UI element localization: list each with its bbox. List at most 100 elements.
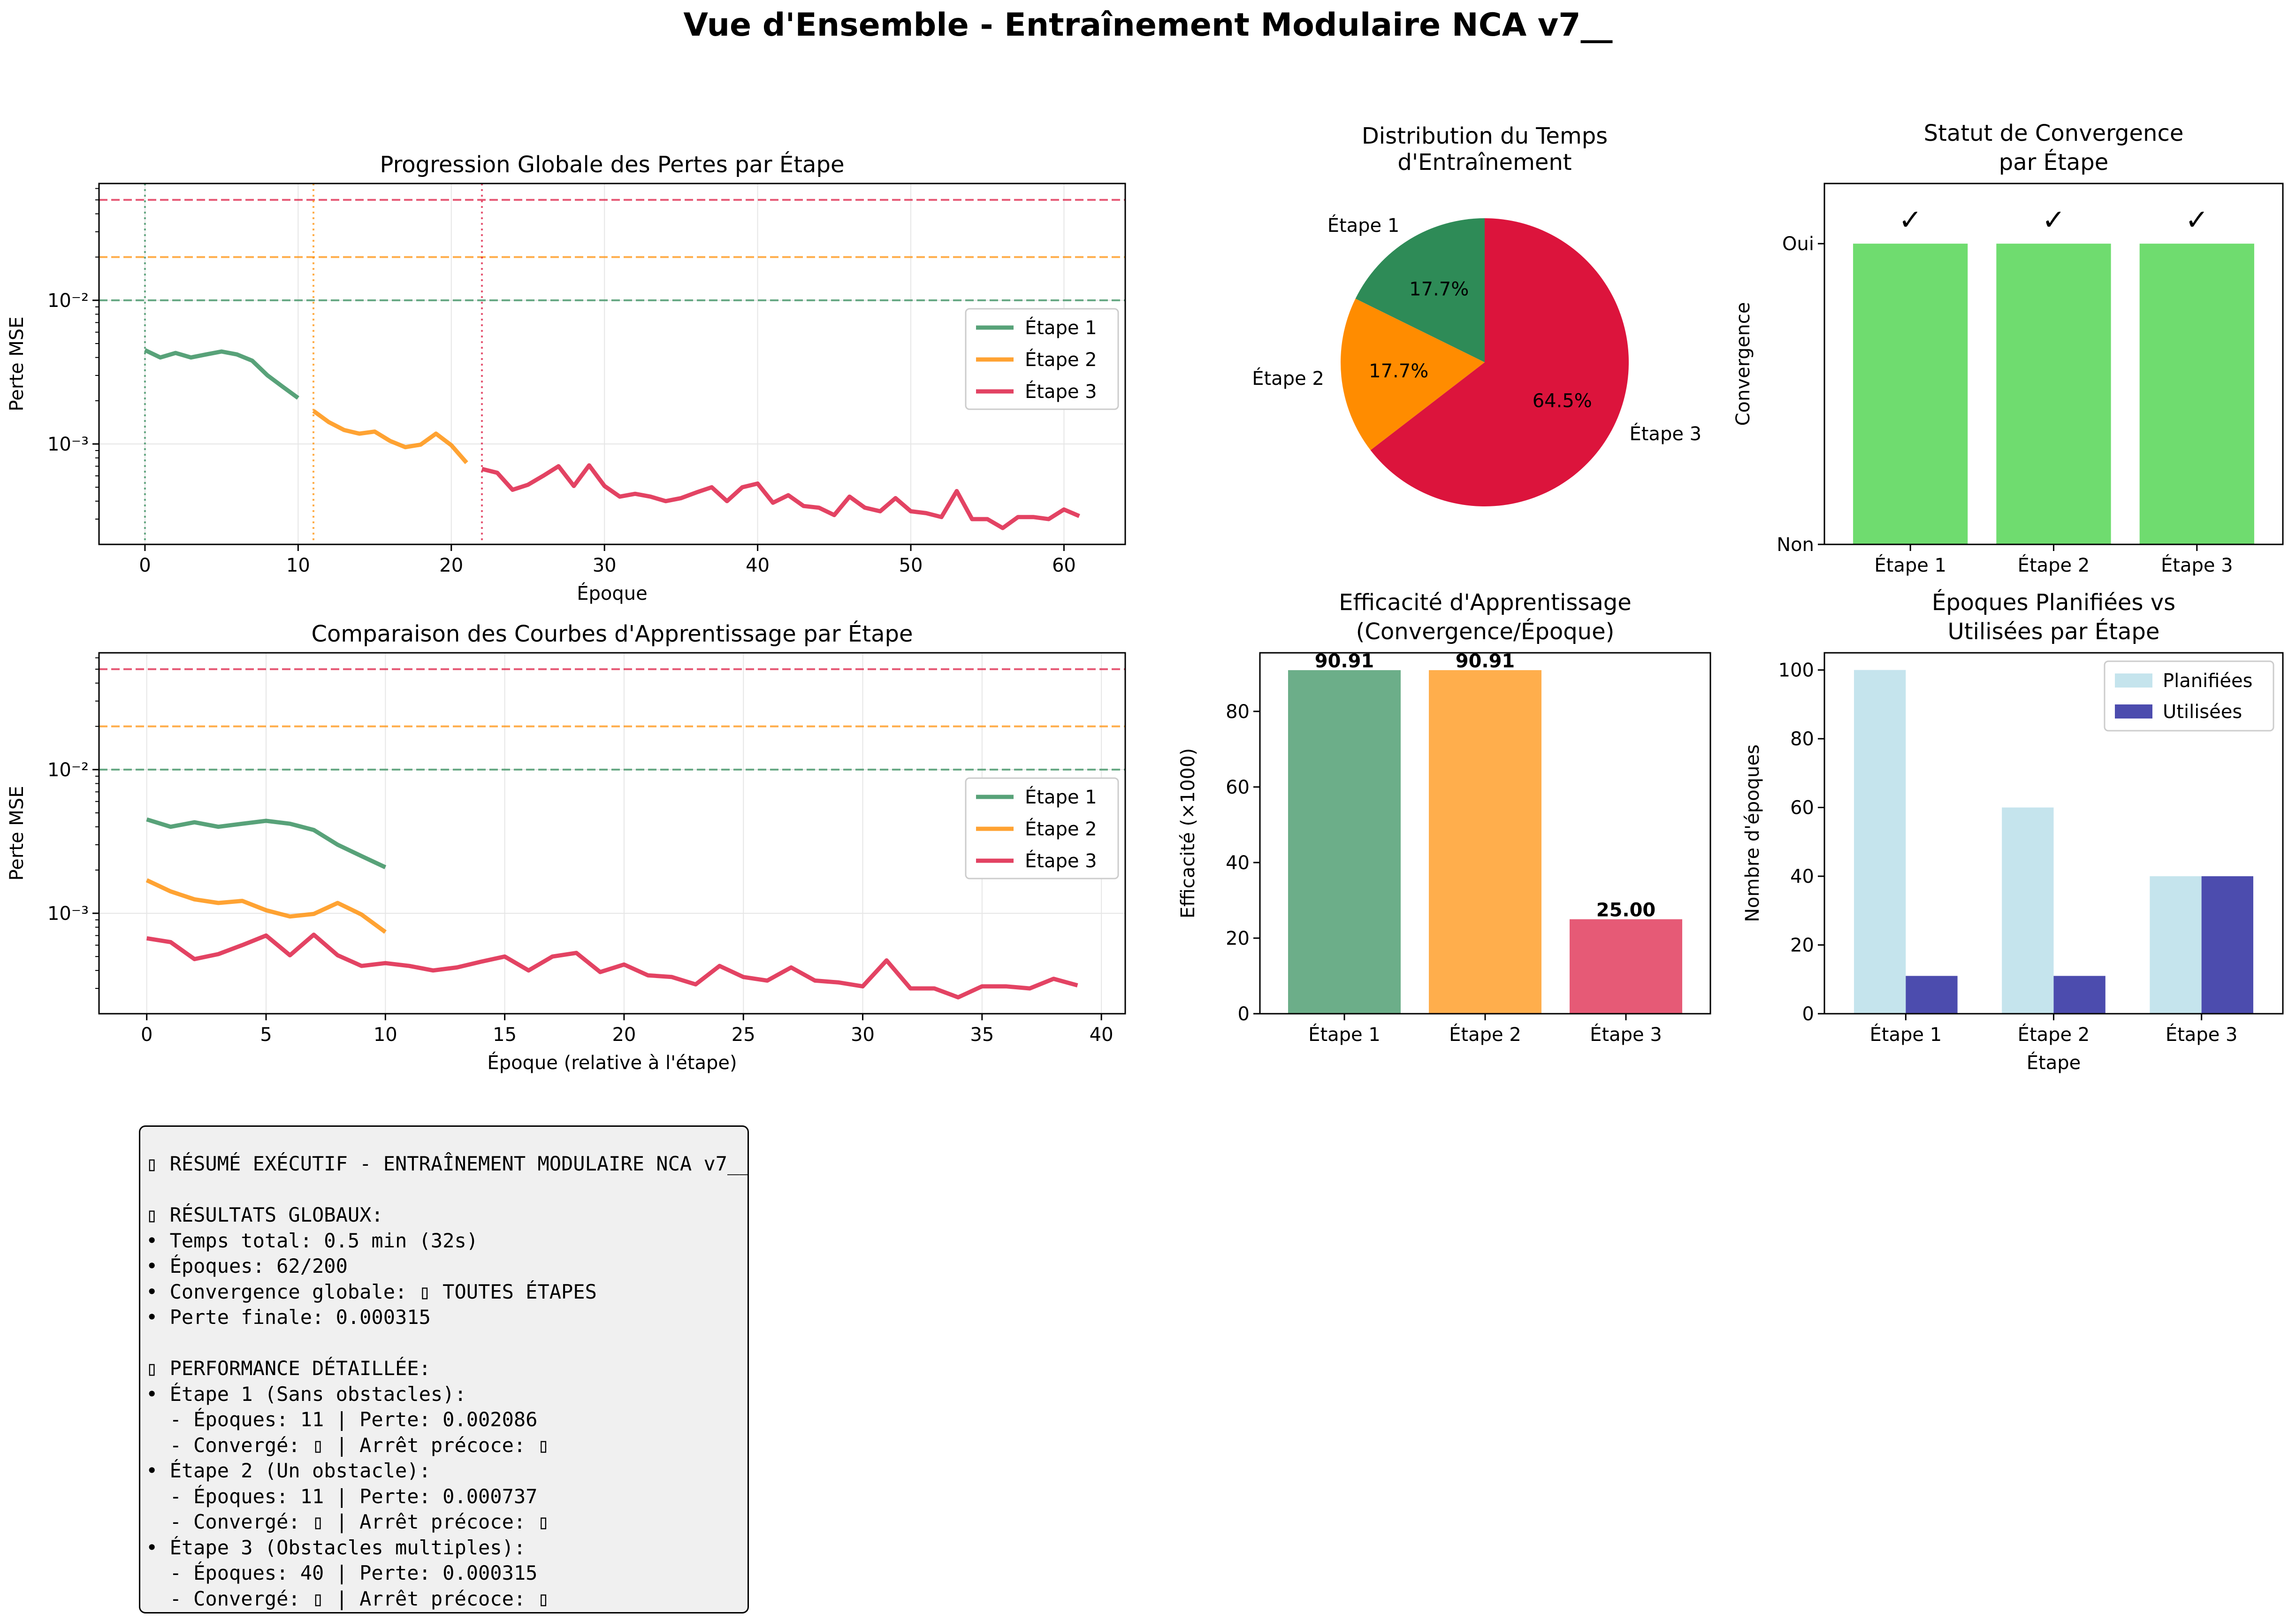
x-tick-label: 40 [1090,1024,1114,1046]
series-line [312,409,468,464]
executive-summary-box: ▯ RÉSUMÉ EXÉCUTIF - ENTRAÎNEMENT MODULAI… [139,1125,749,1613]
summary-line: • Perte finale: 0.000315 [146,1306,431,1329]
y-axis-label: Nombre d'époques [1742,744,1763,922]
pie-slice [1341,298,1485,451]
plot-frame [98,652,1126,1015]
x-tick-label: Étape 1 [1874,554,1946,576]
chart-title: Statut de Convergence [1924,120,2184,146]
chart-title: Comparaison des Courbes d'Apprentissage … [312,620,913,647]
bar-used [2201,876,2253,1014]
summary-line: ▯ RÉSUMÉ EXÉCUTIF - ENTRAÎNEMENT MODULAI… [146,1152,749,1175]
x-tick-label: Étape 1 [1308,1023,1381,1046]
legend-label: Planifiées [2163,670,2252,692]
x-tick-label: 40 [746,555,770,576]
summary-line: ▯ RÉSULTATS GLOBAUX: [146,1203,383,1226]
legend-label: Étape 3 [1025,380,1097,403]
y-tick-label: 10⁻² [47,290,89,312]
y-tick-label: 40 [1226,852,1250,874]
bar [1429,670,1541,1014]
summary-line: • Époques: 62/200 [146,1254,348,1277]
bar-planned [2150,876,2202,1014]
legend-label: Étape 1 [1025,316,1097,339]
bar-planned [2002,807,2054,1014]
bar-annotation: ✓ [2042,204,2065,237]
bar-used [2053,976,2105,1014]
legend-swatch [2115,704,2152,719]
y-tick-label: 0 [1238,1003,1250,1025]
legend-swatch [2115,673,2152,688]
x-tick-label: 10 [286,555,310,576]
summary-line: - Époques: 40 | Perte: 0.000315 [146,1561,538,1584]
pie-percent-label: 17.7% [1369,360,1428,382]
y-tick-label: 80 [1790,728,1814,750]
bar [2139,244,2254,544]
series-line [146,817,387,870]
x-tick-label: 60 [1052,555,1076,576]
y-axis-label: Perte MSE [6,786,28,881]
y-tick-label: 10⁻³ [47,434,89,455]
y-tick-label: 20 [1226,928,1250,949]
x-tick-label: 0 [141,1024,153,1046]
y-axis-label: Convergence [1732,302,1754,426]
bar-value-label: 25.00 [1596,900,1656,921]
x-tick-label: 35 [970,1024,994,1046]
x-tick-label: Étape 2 [1449,1023,1521,1046]
x-tick-label: 30 [851,1024,875,1046]
pie-slice [1355,218,1485,362]
x-axis-label: Époque [577,582,648,604]
x-tick-label: Étape 2 [2018,554,2090,576]
bar [1570,919,1682,1014]
series-line [481,463,1080,530]
summary-line: • Temps total: 0.5 min (32s) [146,1229,479,1252]
legend-label: Étape 3 [1025,849,1097,872]
summary-line: - Époques: 11 | Perte: 0.002086 [146,1408,538,1431]
pie-slice-label: Étape 1 [1327,214,1400,237]
pie-slice-label: Étape 2 [1252,367,1324,390]
x-tick-label: Étape 2 [2018,1023,2090,1046]
y-tick-label: 10⁻³ [47,903,89,925]
legend-label: Étape 2 [1025,818,1097,840]
bar-annotation: ✓ [1899,204,1922,237]
bar-planned [1854,670,1906,1014]
summary-line: • Étape 1 (Sans obstacles): [146,1382,466,1406]
chart-title: Efficacité d'Apprentissage [1339,589,1632,616]
y-tick-label: Non [1777,534,1814,556]
chart-title: Distribution du Temps [1362,123,1608,149]
summary-line: - Convergé: ▯ | Arrêt précoce: ▯ [146,1587,549,1610]
chart-title: par Étape [1999,149,2108,176]
y-tick-label: 10⁻² [47,759,89,781]
x-tick-label: Étape 3 [2166,1023,2238,1046]
y-tick-label: 60 [1226,777,1250,798]
summary-line: ▯ PERFORMANCE DÉTAILLÉE: [146,1357,431,1380]
summary-line [146,1330,743,1356]
x-tick-label: 20 [439,555,463,576]
series-line [146,933,1078,1000]
summary-line: • Convergence globale: ▯ TOUTES ÉTAPES [146,1280,597,1303]
y-axis-label: Perte MSE [6,317,28,412]
x-tick-label: 10 [374,1024,397,1046]
legend-label: Étape 1 [1025,786,1097,808]
legend-box [965,777,1119,879]
bar [1853,244,1968,544]
chart-title: d'Entraînement [1397,149,1571,176]
y-tick-label: 80 [1226,701,1250,723]
y-tick-label: 60 [1790,797,1814,819]
legend-label: Utilisées [2163,701,2242,723]
x-tick-label: 20 [612,1024,636,1046]
bar-used [1906,976,1958,1014]
y-tick-label: 40 [1790,866,1814,887]
summary-line: - Convergé: ▯ | Arrêt précoce: ▯ [146,1510,549,1533]
bar-value-label: 90.91 [1315,650,1374,672]
x-tick-label: 50 [899,555,923,576]
x-axis-label: Époque (relative à l'étape) [487,1051,737,1074]
summary-line: • Étape 2 (Un obstacle): [146,1459,431,1482]
x-axis-label: Étape [2027,1051,2081,1074]
summary-line: • Étape 3 (Obstacles multiples): [146,1536,526,1559]
x-tick-label: Étape 3 [1590,1023,1662,1046]
chart-title: Progression Globale des Pertes par Étape [380,151,845,178]
y-tick-label: Oui [1782,233,1814,255]
legend-label: Étape 2 [1025,348,1097,371]
